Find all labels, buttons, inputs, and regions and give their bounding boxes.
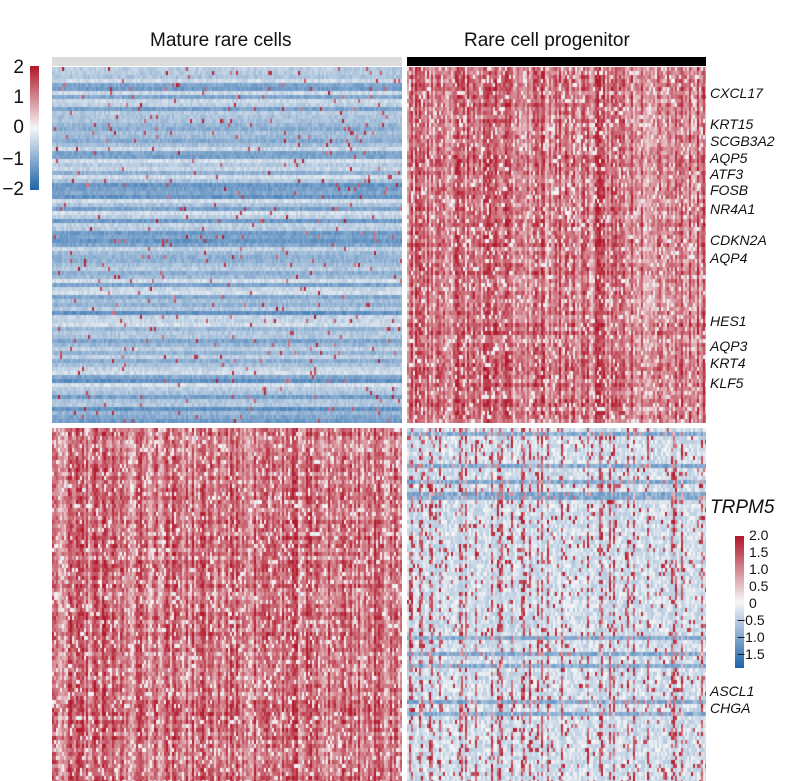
- gene-label: ASCL1: [710, 683, 755, 699]
- gene-label: HES1: [710, 313, 747, 329]
- color-scale-tick: 1.0: [749, 561, 769, 577]
- color-scale-tick: 2: [13, 57, 24, 78]
- color-scale-tick: 0.5: [749, 578, 769, 594]
- gene-label: AQP3: [710, 338, 748, 354]
- color-scale-tick: −1.0: [737, 629, 765, 645]
- gene-label: KRT15: [710, 116, 754, 132]
- color-scale-tick: 2.0: [749, 527, 769, 543]
- gene-label: CHGA: [710, 700, 751, 716]
- color-scale-tick: 0: [13, 117, 24, 138]
- color-scale-tick: −1.5: [737, 646, 765, 662]
- gene-label: SCGB3A2: [710, 133, 775, 149]
- color-scale-tick: 1: [13, 87, 24, 108]
- gene-label: CDKN2A: [710, 232, 767, 248]
- heatmap-top-mature: [52, 67, 402, 423]
- gene-label: AQP4: [710, 250, 748, 266]
- heatmap-bottom-mature: [52, 428, 402, 781]
- color-scale-tick: −0.5: [737, 612, 765, 628]
- gene-label: KRT4: [710, 355, 746, 371]
- gene-label: FOSB: [710, 182, 749, 198]
- color-scale-top: [30, 66, 39, 190]
- heatmap-bottom-progenitor: [407, 428, 706, 781]
- gene-label: TRPM5: [710, 497, 775, 518]
- heatmap-top-progenitor: [407, 67, 706, 423]
- color-scale-tick: 1.5: [749, 544, 769, 560]
- color-scale-tick: −1: [2, 149, 24, 170]
- gene-label: ATF3: [710, 166, 744, 182]
- group-label-mature: Mature rare cells: [150, 30, 292, 51]
- color-scale-tick: −2: [2, 179, 24, 200]
- gene-label: NR4A1: [710, 201, 756, 217]
- group-label-progenitor: Rare cell progenitor: [464, 30, 630, 51]
- color-scale-bottom: [735, 536, 744, 668]
- color-scale-tick: 0: [749, 595, 757, 611]
- gene-label: KLF5: [710, 375, 744, 391]
- group-bar-progenitor: [407, 57, 706, 66]
- group-bar-mature: [52, 57, 402, 66]
- gene-label: CXCL17: [710, 85, 763, 101]
- gene-label: AQP5: [710, 150, 748, 166]
